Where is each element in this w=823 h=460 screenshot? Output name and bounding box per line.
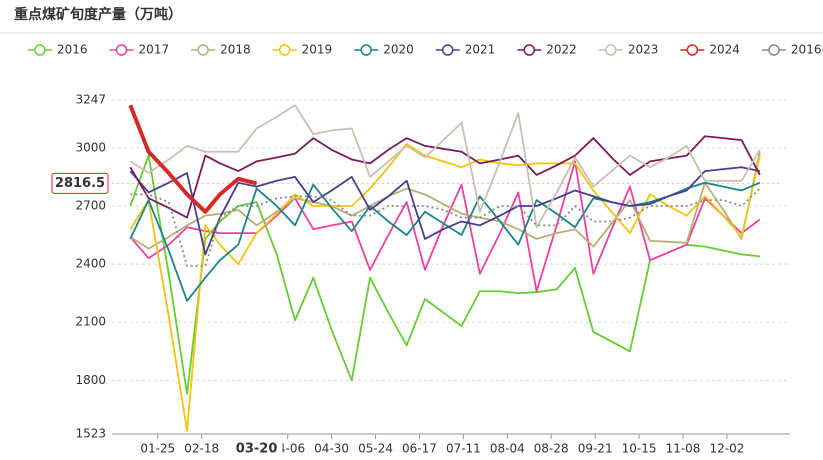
series-line xyxy=(129,135,761,219)
legend-label: 2016-2023均值 xyxy=(791,42,823,57)
legend-marker xyxy=(197,44,209,56)
crosshair-x-label: 03-20 xyxy=(236,442,278,457)
legend-marker xyxy=(34,44,46,56)
legend-marker xyxy=(686,44,699,56)
legend-item: 2017 xyxy=(109,43,170,57)
x-tick-label: 02-18 xyxy=(184,442,219,456)
legend-label: 2023 xyxy=(628,43,659,57)
legend-marker xyxy=(278,44,291,56)
legend-item: 2020 xyxy=(354,43,414,57)
legend-marker xyxy=(768,44,780,56)
legend-item: 2022 xyxy=(517,43,577,57)
legend-label: 2019 xyxy=(302,43,333,57)
y-tick-label: 2700 xyxy=(75,198,106,212)
legend-marker xyxy=(360,44,372,56)
x-tick-label: 08-04 xyxy=(490,442,525,456)
legend-marker xyxy=(523,44,536,56)
legend-item: 2021 xyxy=(435,43,496,57)
legend-marker xyxy=(115,44,128,56)
legend-marker xyxy=(441,44,454,56)
x-tick-label: 11-08 xyxy=(666,442,701,456)
x-tick-label: 09-21 xyxy=(578,442,613,456)
legend-label: 2024 xyxy=(709,43,740,57)
series-line xyxy=(128,104,258,214)
legend-marker xyxy=(605,44,617,56)
chart-title: 重点煤矿旬度产量（万吨） xyxy=(14,6,182,23)
legend-item: 2016-2023均值 xyxy=(761,42,823,57)
legend-label: 2022 xyxy=(546,43,577,57)
series-line xyxy=(129,143,761,432)
x-tick-label: 01-25 xyxy=(140,442,175,456)
x-tick-label: 06-17 xyxy=(402,442,437,456)
y-tick-label: 3000 xyxy=(75,140,106,154)
legend-item: 2016 xyxy=(28,43,88,57)
legend-item: 2019 xyxy=(272,43,333,57)
crosshair-y-label: 2816.5 xyxy=(55,176,105,191)
legend-label: 2017 xyxy=(139,43,170,57)
series-line xyxy=(130,187,761,267)
series-line xyxy=(129,151,761,250)
legend-item: 2023 xyxy=(598,43,659,57)
series-line xyxy=(129,160,761,293)
crosshair-x-box xyxy=(230,438,283,460)
x-tick-label: 04-30 xyxy=(314,442,349,456)
legend-item: 2018 xyxy=(191,43,251,57)
y-tick-label: 2100 xyxy=(75,315,106,329)
legend-label: 2016 xyxy=(57,43,88,57)
legend-label: 2021 xyxy=(465,43,496,57)
x-tick-label: 10-15 xyxy=(622,442,657,456)
legend-item: 2024 xyxy=(680,43,740,57)
series-line xyxy=(129,104,761,229)
x-tick-label: 12-02 xyxy=(709,442,744,456)
x-tick-label: 05-24 xyxy=(358,442,393,456)
legend-label: 2018 xyxy=(220,43,251,57)
series-line xyxy=(129,166,761,256)
y-tick-label: 1523 xyxy=(75,427,106,441)
y-tick-label: 1800 xyxy=(75,373,106,387)
y-tick-label: 3247 xyxy=(75,93,106,107)
x-tick-label: 08-28 xyxy=(534,442,569,456)
crosshair-y-box xyxy=(51,172,109,194)
y-tick-label: 2400 xyxy=(75,257,106,271)
legend-label: 2020 xyxy=(383,43,414,57)
series-line xyxy=(129,181,761,302)
x-tick-label: 07-11 xyxy=(446,442,481,456)
